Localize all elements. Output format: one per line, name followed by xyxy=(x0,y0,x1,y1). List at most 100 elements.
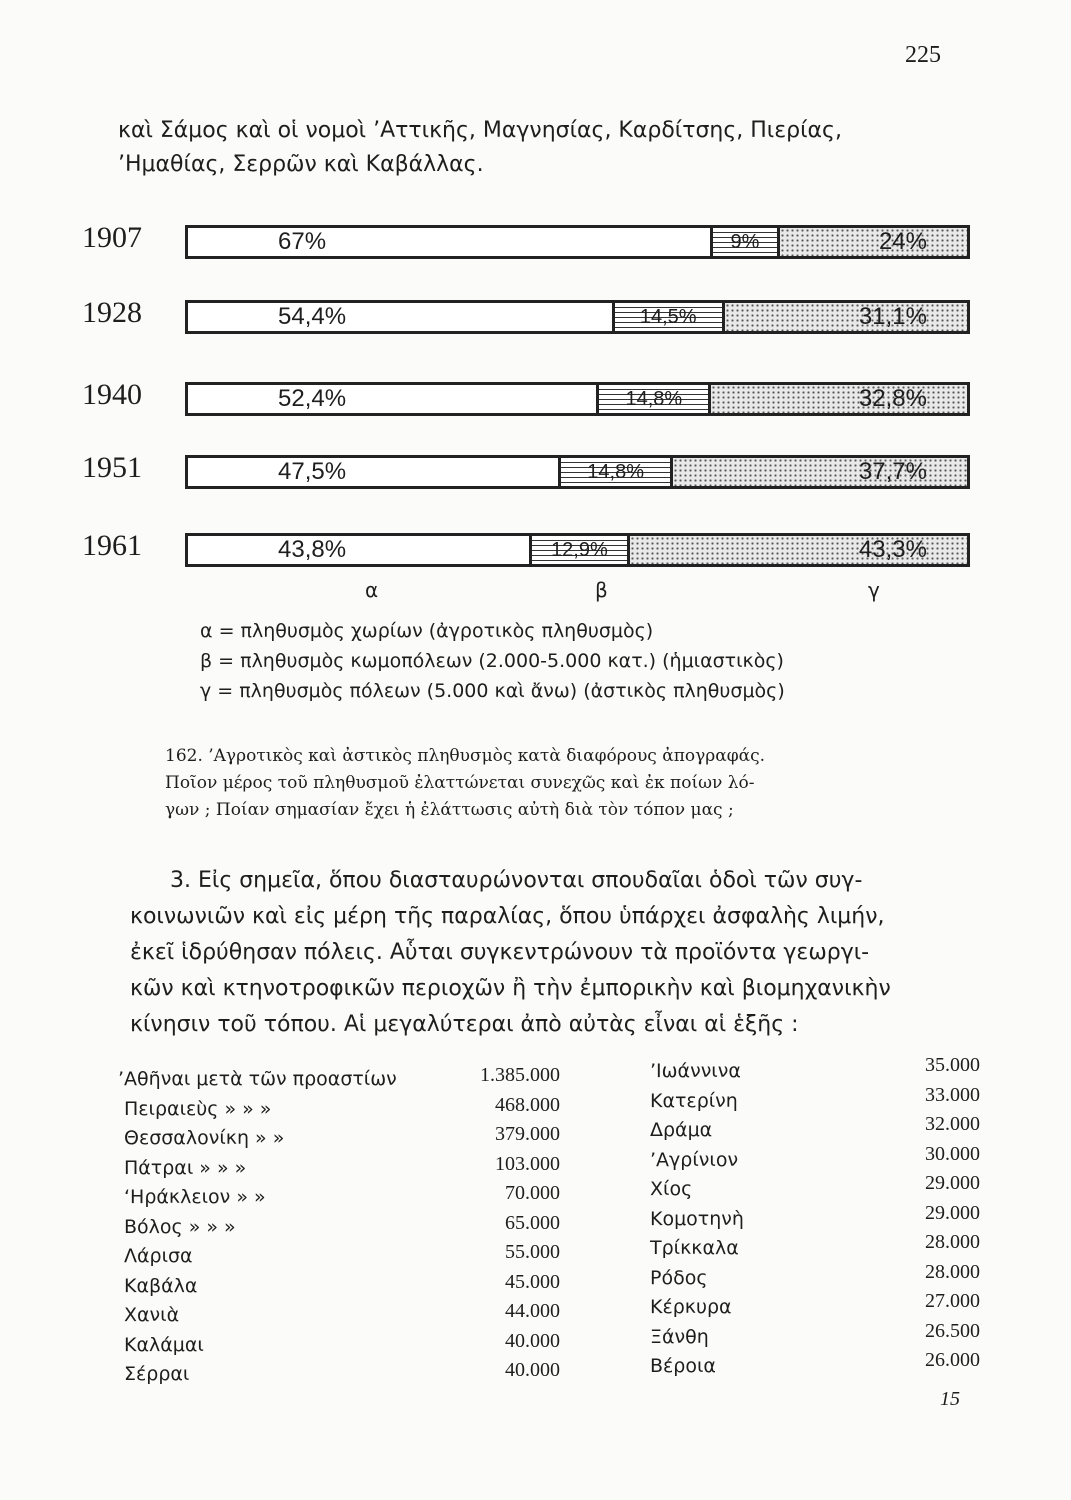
city-name: Τρίκκαλα xyxy=(650,1237,739,1259)
body-line: ἐκεῖ ἱδρύθησαν πόλεις. Αὗται συγκεντρώνο… xyxy=(130,940,870,965)
city-population: 26.500 xyxy=(925,1319,980,1342)
city-population: 70.000 xyxy=(505,1182,560,1204)
city-population: 379.000 xyxy=(495,1123,560,1145)
city-population: 32.000 xyxy=(925,1113,980,1135)
city-name: Ξάνθη xyxy=(650,1325,709,1348)
figure-caption: 162. ’Αγροτικὸς καὶ ἀστικὸς πληθυσμὸς κα… xyxy=(165,746,766,766)
data-label: 31,1% xyxy=(858,303,927,330)
stacked-bar: 54,4% 14,5% 31,1% xyxy=(185,300,970,334)
city-name: ’Αθῆναι μετὰ τῶν προαστίων xyxy=(118,1068,397,1090)
bar-segment-gamma: 31,1% xyxy=(724,303,967,331)
year-label: 1951 xyxy=(82,451,142,484)
data-label: 43,8% xyxy=(278,536,347,563)
axis-label-gamma: γ xyxy=(868,578,880,602)
city-population: 29.000 xyxy=(925,1201,980,1224)
body-line: κίνησιν τοῦ τόπου. Αἱ μεγαλύτεραι ἀπὸ αὐ… xyxy=(130,1012,799,1037)
axis-label-beta: β xyxy=(595,578,608,602)
city-name: Χίος xyxy=(650,1178,693,1200)
bar-segment-beta: 14,8% xyxy=(596,385,712,413)
bar-segment-gamma: 24% xyxy=(780,228,967,256)
bar-segment-beta: 14,5% xyxy=(611,303,725,331)
data-label: 9% xyxy=(730,230,760,253)
intro-line: ’Ημαθίας, Σερρῶν καὶ Καβάλλας. xyxy=(118,152,484,177)
city-population: 44.000 xyxy=(505,1300,560,1322)
year-label: 1940 xyxy=(82,378,142,411)
city-name: Βόλος » » » xyxy=(124,1215,236,1238)
city-name: Καβάλα xyxy=(124,1274,198,1297)
data-label: 67% xyxy=(278,228,327,255)
city-population: 103.000 xyxy=(495,1152,560,1175)
city-name: Δράμα xyxy=(650,1119,713,1141)
stacked-bar: 52,4% 14,8% 32,8% xyxy=(185,382,970,416)
city-name: ’Ιωάννινα xyxy=(650,1060,741,1082)
figure-caption: γων ; Ποίαν σημασίαν ἔχει ἡ ἐλάττωσις αὐ… xyxy=(165,800,734,820)
city-population: 29.000 xyxy=(925,1172,980,1194)
city-name: Βέροια xyxy=(650,1355,716,1377)
city-population: 27.000 xyxy=(925,1290,980,1312)
stacked-bar: 47,5% 14,8% 37,7% xyxy=(185,455,970,489)
stacked-bar: 67% 9% 24% xyxy=(185,225,970,259)
city-population: 40.000 xyxy=(505,1329,560,1352)
data-label: 14,5% xyxy=(639,305,697,328)
city-population: 26.000 xyxy=(925,1349,980,1371)
legend-alpha: α = πληθυσμὸς χωρίων (ἀγροτικὸς πληθυσμὸ… xyxy=(200,620,654,642)
city-name: Θεσσαλονίκη » » xyxy=(124,1127,285,1149)
bar-segment-beta: 14,8% xyxy=(558,458,674,486)
city-population: 45.000 xyxy=(505,1270,560,1293)
city-name: Κατερίνη xyxy=(650,1089,738,1112)
intro-line: καὶ Σάμος καὶ οἱ νομοὶ ’Αττικῆς, Μαγνησί… xyxy=(118,118,842,143)
body-line: κῶν καὶ κτηνοτροφικῶν περιοχῶν ἢ τὴν ἐμπ… xyxy=(130,976,891,1001)
city-population: 33.000 xyxy=(925,1083,980,1106)
bar-segment-alpha: 54,4% xyxy=(188,303,612,331)
city-name: Λάρισα xyxy=(124,1245,193,1267)
legend-beta: β = πληθυσμὸς κωμοπόλεων (2.000-5.000 κα… xyxy=(200,650,784,672)
bar-segment-beta: 12,9% xyxy=(529,536,630,564)
body-line: κοινωνιῶν καὶ εἰς μέρη τῆς παραλίας, ὅπο… xyxy=(130,904,885,929)
stacked-bar: 43,8% 12,9% 43,3% xyxy=(185,533,970,567)
page-number: 225 xyxy=(905,42,941,68)
legend-gamma: γ = πληθυσμὸς πόλεων (5.000 καὶ ἄνω) (ἀσ… xyxy=(200,680,785,702)
bar-segment-alpha: 47,5% xyxy=(188,458,559,486)
city-name: Πάτραι » » » xyxy=(124,1156,247,1179)
data-label: 43,3% xyxy=(858,536,927,563)
city-name: ‘Ηράκλειον » » xyxy=(124,1186,266,1208)
city-name: Καλάμαι xyxy=(124,1333,204,1356)
city-population: 65.000 xyxy=(505,1211,560,1234)
city-name: Ρόδος xyxy=(650,1266,708,1289)
axis-label-alpha: α xyxy=(365,578,379,602)
data-label: 54,4% xyxy=(278,303,347,330)
data-label: 14,8% xyxy=(587,460,645,483)
city-population: 1.385.000 xyxy=(480,1064,560,1086)
city-population: 35.000 xyxy=(925,1054,980,1076)
year-label: 1961 xyxy=(82,529,142,562)
city-population: 28.000 xyxy=(925,1260,980,1283)
data-label: 32,8% xyxy=(858,385,927,412)
city-name: ’Αγρίνιον xyxy=(650,1148,739,1171)
city-population: 468.000 xyxy=(495,1093,560,1116)
bar-segment-gamma: 32,8% xyxy=(711,385,967,413)
bar-segment-gamma: 37,7% xyxy=(673,458,967,486)
bar-segment-beta: 9% xyxy=(709,228,781,256)
data-label: 14,8% xyxy=(625,387,683,410)
city-name: Κέρκυρα xyxy=(650,1296,732,1318)
data-label: 12,9% xyxy=(551,538,608,561)
city-name: Χανιὰ xyxy=(124,1304,180,1326)
figure-caption: Ποῖον μέρος τοῦ πληθυσμοῦ ἐλαττώνεται συ… xyxy=(165,773,755,793)
city-population: 55.000 xyxy=(505,1241,560,1263)
city-population: 28.000 xyxy=(925,1231,980,1253)
city-population: 30.000 xyxy=(925,1142,980,1165)
city-population: 40.000 xyxy=(505,1359,560,1381)
city-name: Κομοτηνὴ xyxy=(650,1207,744,1230)
data-label: 37,7% xyxy=(858,458,927,485)
bar-segment-alpha: 43,8% xyxy=(188,536,530,564)
city-name: Πειραιεὺς » » » xyxy=(124,1097,272,1120)
city-name: Σέρραι xyxy=(124,1363,190,1385)
bar-segment-gamma: 43,3% xyxy=(629,536,967,564)
year-label: 1928 xyxy=(82,296,142,329)
data-label: 52,4% xyxy=(278,385,347,412)
bar-segment-alpha: 52,4% xyxy=(188,385,597,413)
data-label: 47,5% xyxy=(278,458,347,485)
body-line: 3. Εἰς σημεῖα, ὅπου διασταυρώνονται σπου… xyxy=(170,868,863,893)
bar-segment-alpha: 67% xyxy=(188,228,710,256)
